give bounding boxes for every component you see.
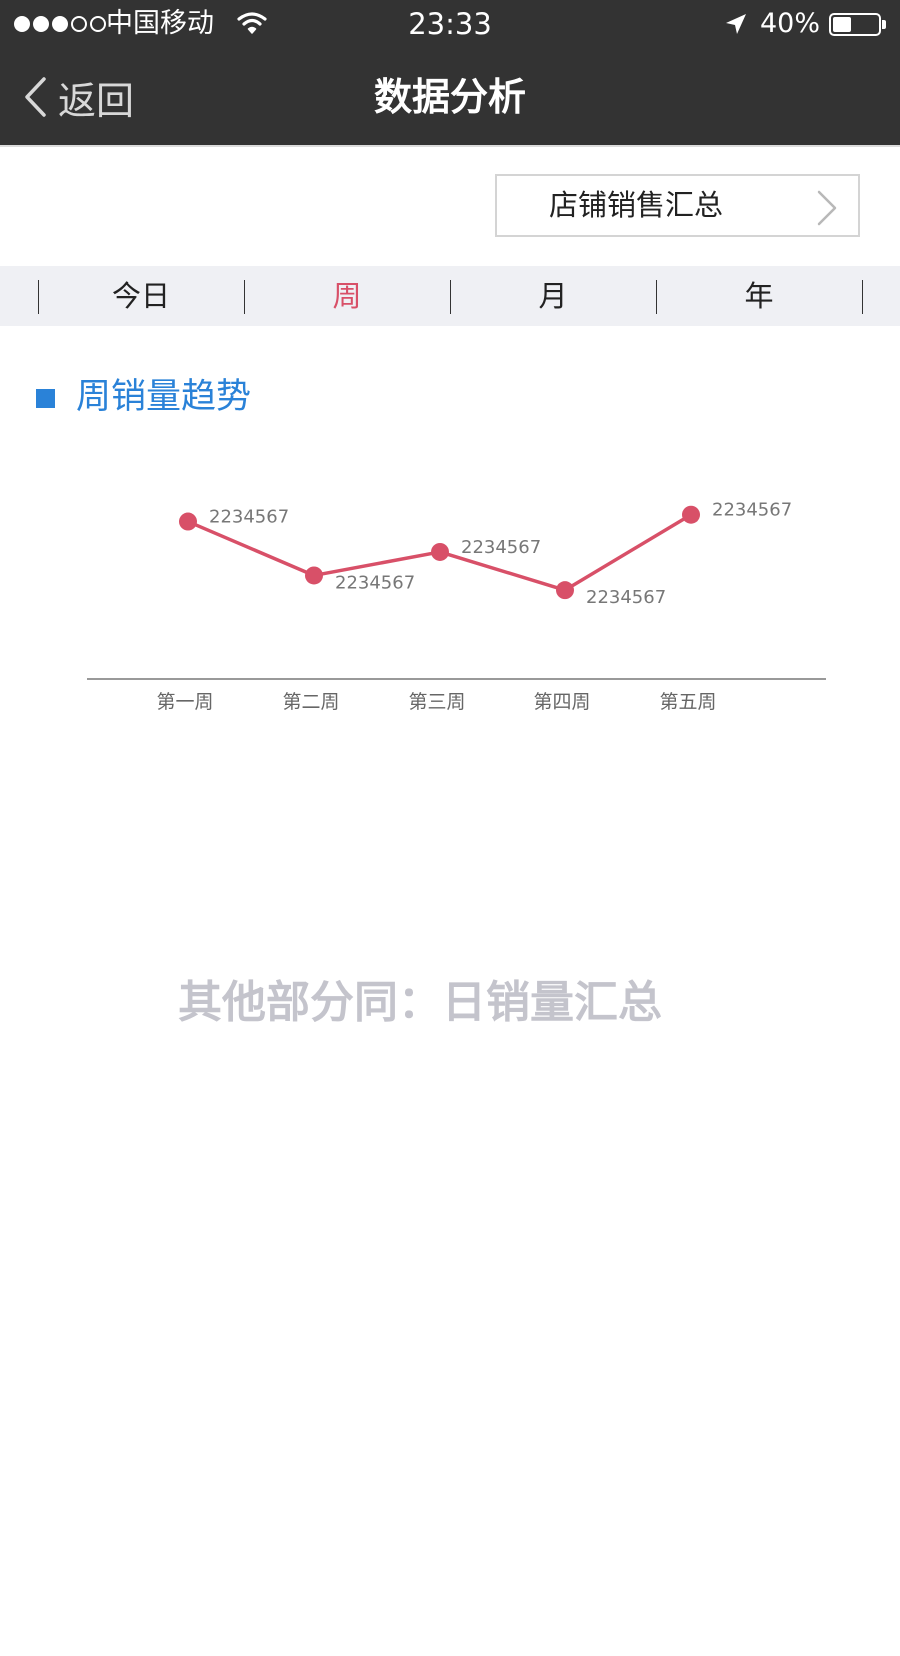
tab-divider (656, 280, 657, 314)
back-button[interactable]: 返回 (22, 72, 135, 123)
chevron-left-icon (25, 77, 46, 117)
signal-dot (33, 16, 49, 32)
wifi-icon (237, 12, 267, 34)
tab-divider (450, 280, 451, 314)
tab-divider (862, 280, 863, 314)
data-point (305, 566, 323, 585)
data-label: 2234567 (209, 507, 289, 528)
data-label: 2234567 (335, 572, 415, 593)
signal-strength-icon (14, 12, 109, 36)
nav-bar: 返回 数据分析 (0, 50, 900, 147)
data-point (682, 505, 700, 524)
location-arrow-icon (726, 14, 746, 34)
signal-dot (71, 16, 87, 32)
chevron-right-icon (817, 190, 837, 226)
data-point (556, 581, 574, 600)
x-tick-label: 第四周 (533, 691, 590, 713)
data-label: 2234567 (586, 587, 666, 608)
status-bar: 中国移动 23:33 40% (0, 0, 900, 50)
report-selector-label: 店铺销售汇总 (549, 188, 724, 222)
battery-percent: 40% (760, 8, 821, 39)
data-point (179, 512, 197, 531)
clock: 23:33 (408, 7, 492, 41)
section-marker (36, 389, 55, 408)
signal-dot (52, 16, 68, 32)
page-title: 数据分析 (373, 75, 526, 119)
x-tick-label: 第三周 (408, 691, 465, 713)
tab-divider (38, 280, 39, 314)
data-point (431, 542, 449, 561)
weekly-sales-chart: 2234567 2234567 2234567 2234567 2234567 第一周 第二… (0, 430, 900, 730)
x-tick-label: 第五周 (659, 691, 716, 713)
tab-month[interactable]: 月 (538, 279, 568, 313)
period-tabs: 今日 周 月 年 (0, 266, 900, 326)
tab-week[interactable]: 周 (332, 279, 362, 313)
x-tick-label: 第二周 (282, 691, 339, 713)
signal-dot (14, 16, 30, 32)
data-label: 2234567 (461, 537, 541, 558)
back-label: 返回 (58, 78, 135, 123)
report-selector[interactable]: 店铺销售汇总 (495, 174, 860, 237)
battery-cap (882, 20, 886, 29)
tab-year[interactable]: 年 (744, 279, 774, 313)
tab-today[interactable]: 今日 (111, 279, 170, 313)
x-tick-label: 第一周 (156, 691, 213, 713)
data-label: 2234567 (712, 500, 792, 521)
section-title: 周销量趋势 (76, 377, 252, 417)
line-chart: 2234567 2234567 2234567 2234567 2234567 第一周 第二… (87, 500, 826, 713)
placeholder-note: 其他部分同：日销量汇总 (178, 977, 662, 1028)
carrier-name: 中国移动 (106, 8, 214, 39)
battery-icon (829, 13, 881, 36)
tab-divider (244, 280, 245, 314)
signal-dot (90, 16, 106, 32)
